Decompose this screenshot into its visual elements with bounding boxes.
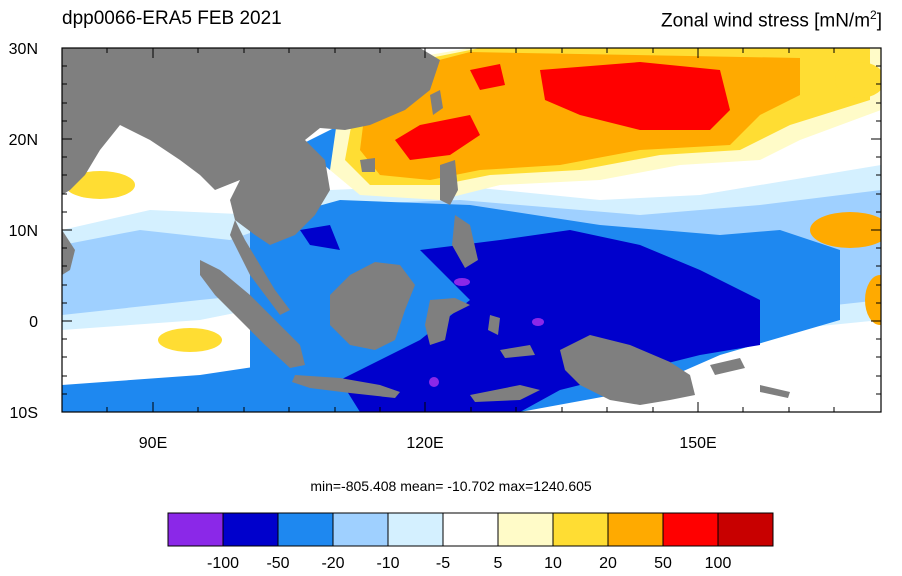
field-band-20-south: [62, 360, 300, 412]
field-band-100-b: [532, 318, 544, 326]
land-java: [292, 375, 400, 398]
land-luzon: [440, 160, 458, 205]
field-band-pos50: [540, 62, 730, 130]
colorbar-swatch: [442, 512, 499, 547]
land-sri-lanka: [62, 235, 68, 255]
land-new-guinea: [560, 335, 695, 405]
field-east-pacific: [810, 212, 881, 248]
colorbar-label: 20: [599, 555, 617, 572]
field-band-50-b: [300, 225, 340, 250]
land-borneo: [330, 262, 415, 350]
colorbar-label: 100: [705, 555, 732, 572]
land-sumatra: [200, 260, 305, 368]
colorbar-label: -20: [321, 555, 344, 572]
map-field: [62, 48, 881, 412]
field-east-pacific-b: [865, 275, 881, 325]
land-taiwan: [430, 90, 443, 115]
colorbar-swatch: [497, 512, 554, 547]
land-malay: [230, 220, 290, 315]
land-mindanao: [452, 215, 478, 268]
land-sulawesi: [425, 298, 470, 345]
field-band-100-c: [429, 377, 439, 387]
colorbar-label: -5: [436, 555, 450, 572]
colorbar-swatch: [662, 512, 719, 547]
land-halmahera: [488, 315, 500, 335]
land-new-britain: [710, 358, 745, 375]
lat-label-10n: 10N: [9, 223, 38, 240]
lon-label-120e: 120E: [406, 435, 443, 452]
colorbar-swatch: [387, 512, 444, 547]
colorbar-label: -100: [207, 555, 239, 572]
land-hainan: [360, 158, 375, 172]
lat-label-30n: 30N: [9, 41, 38, 58]
field-band-50: [340, 230, 760, 412]
colorbar-label: -50: [266, 555, 289, 572]
land-asia: [62, 48, 440, 245]
land-timor: [470, 385, 540, 402]
colorbar-swatch: [607, 512, 664, 547]
variable-title: Zonal wind stress [mN/m2]: [660, 8, 882, 32]
colorbar-label: 50: [654, 555, 672, 572]
colorbar-swatch: [717, 512, 774, 547]
land-seram: [500, 345, 535, 358]
lat-label-20n: 20N: [9, 132, 38, 149]
colorbar-label: 10: [544, 555, 562, 572]
land-solomons: [760, 385, 790, 398]
field-indian-ocean: [158, 328, 222, 352]
field-statistics: min=-805.408 mean= -10.702 max=1240.605: [310, 478, 592, 494]
field-ne-corner: [835, 62, 881, 98]
lat-label-10s: 10S: [10, 405, 38, 422]
tick-marks: [62, 47, 881, 413]
field-band-pos50-b: [395, 115, 480, 160]
colorbar-swatch: [277, 512, 334, 547]
field-bay-bengal: [65, 171, 135, 199]
field-band-pos50-c: [470, 64, 505, 90]
colorbar-labels: -100 -50 -20 -10 -5 5 10 20 50 100: [207, 555, 731, 572]
field-band-100-a: [454, 278, 470, 286]
colorbar-swatch: [222, 512, 279, 547]
colorbar: [167, 512, 774, 547]
lat-label-eq: 0: [29, 314, 38, 331]
map-title: dpp0066-ERA5 FEB 2021: [62, 8, 282, 29]
colorbar-label: 5: [494, 555, 503, 572]
colorbar-swatch: [332, 512, 389, 547]
colorbar-swatch: [167, 512, 224, 547]
lon-label-150e: 150E: [679, 435, 716, 452]
colorbar-label: -10: [376, 555, 399, 572]
lon-label-90e: 90E: [139, 435, 167, 452]
colorbar-swatch: [552, 512, 609, 547]
land: [62, 48, 790, 405]
